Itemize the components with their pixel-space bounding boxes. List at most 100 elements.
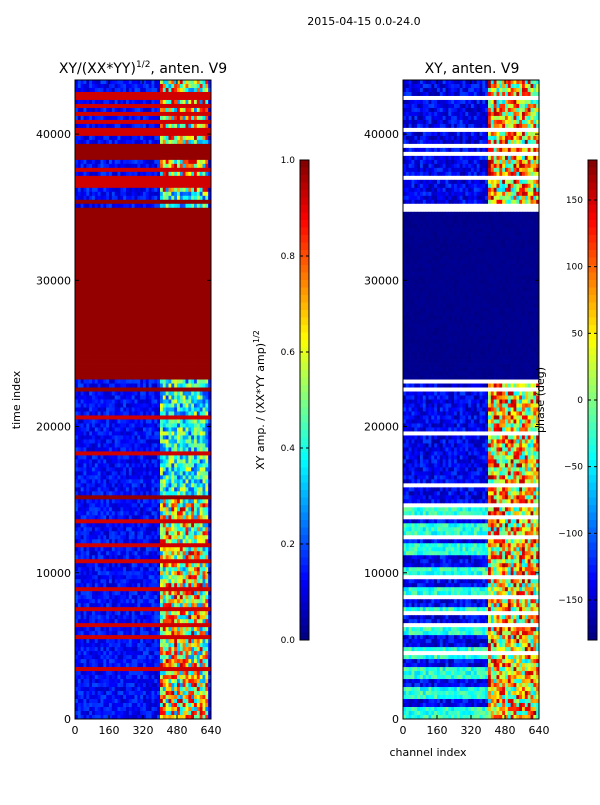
heatmap-cell xyxy=(140,367,144,372)
heatmap-cell xyxy=(123,439,127,444)
heatmap-cell xyxy=(131,339,135,344)
heatmap-cell xyxy=(182,435,186,440)
heatmap-cell xyxy=(97,279,101,285)
heatmap-cell xyxy=(157,227,161,233)
heatmap-cell xyxy=(185,307,189,313)
heatmap-cell xyxy=(177,139,181,145)
heatmap-cell xyxy=(148,355,152,360)
heatmap-cell xyxy=(148,487,152,492)
heatmap-cell xyxy=(137,443,141,448)
heatmap-cell xyxy=(83,159,87,165)
heatmap-cell xyxy=(111,247,116,253)
heatmap-cell xyxy=(137,351,141,356)
heatmap-cell xyxy=(114,123,118,129)
heatmap-cell xyxy=(196,343,201,348)
heatmap-cell xyxy=(202,443,206,448)
heatmap-cell xyxy=(199,375,203,380)
heatmap-cell xyxy=(140,375,144,380)
heatmap-cell xyxy=(174,267,178,273)
heatmap-cell xyxy=(100,443,104,448)
heatmap-cell xyxy=(83,311,87,317)
heatmap-cell xyxy=(145,491,150,496)
heatmap-cell xyxy=(137,91,141,97)
heatmap-cell xyxy=(182,111,186,117)
heatmap-cell xyxy=(89,491,93,496)
heatmap-cell xyxy=(128,231,133,237)
heatmap-cell xyxy=(80,287,84,293)
heatmap-cell xyxy=(196,119,201,125)
heatmap-cell xyxy=(208,227,212,233)
heatmap-cell xyxy=(77,127,82,133)
heatmap-cell xyxy=(100,151,104,157)
heatmap-cell xyxy=(123,155,127,161)
heatmap-cell xyxy=(97,483,101,488)
heatmap-cell xyxy=(151,195,155,201)
heatmap-cell xyxy=(165,103,169,109)
heatmap-cell xyxy=(111,287,116,293)
heatmap-cell xyxy=(92,159,96,165)
heatmap-cell xyxy=(174,187,178,193)
heatmap-cell xyxy=(140,483,144,488)
heatmap-cell xyxy=(196,351,201,356)
heatmap-cell xyxy=(185,411,189,416)
heatmap-cell xyxy=(171,319,175,325)
heatmap-cell xyxy=(75,355,79,360)
heatmap-cell xyxy=(117,427,121,432)
heatmap-cell xyxy=(151,287,155,293)
heatmap-cell xyxy=(182,271,186,277)
heatmap-cell xyxy=(171,275,175,281)
heatmap-cell xyxy=(126,159,130,165)
heatmap-cell xyxy=(148,395,152,400)
heatmap-cell xyxy=(83,343,87,348)
heatmap-cell xyxy=(185,463,189,468)
heatmap-cell xyxy=(80,379,84,384)
heatmap-cell xyxy=(145,163,150,169)
heatmap-cell xyxy=(188,147,192,153)
heatmap-cell xyxy=(171,343,175,348)
heatmap-cell xyxy=(162,395,167,400)
heatmap-cell xyxy=(97,243,101,249)
heatmap-cell xyxy=(182,475,186,480)
heatmap-cell xyxy=(185,331,189,336)
heatmap-cell xyxy=(160,339,164,344)
heatmap-cell xyxy=(179,91,184,97)
heatmap-cell xyxy=(126,91,130,97)
heatmap-cell xyxy=(111,443,116,448)
heatmap-cell xyxy=(120,423,124,428)
heatmap-cell xyxy=(131,375,135,380)
heatmap-cell xyxy=(92,467,96,472)
heatmap-cell xyxy=(151,239,155,245)
heatmap-cell xyxy=(114,139,118,145)
heatmap-cell xyxy=(100,395,104,400)
heatmap-cell xyxy=(205,187,209,193)
heatmap-cell xyxy=(179,423,184,428)
heatmap-cell xyxy=(114,119,118,125)
heatmap-cell xyxy=(196,411,201,416)
heatmap-cell xyxy=(75,107,79,113)
heatmap-cell xyxy=(185,391,189,396)
heatmap-cell xyxy=(143,359,147,364)
heatmap-cell xyxy=(179,275,184,281)
heatmap-cell xyxy=(94,263,99,269)
heatmap-cell xyxy=(151,447,155,452)
heatmap-cell xyxy=(137,211,141,217)
heatmap-cell xyxy=(157,83,161,89)
heatmap-cell xyxy=(114,459,118,464)
heatmap-cell xyxy=(80,187,84,193)
heatmap-cell xyxy=(143,363,147,368)
heatmap-cell xyxy=(148,151,152,157)
heatmap-cell xyxy=(185,107,189,113)
heatmap-cell xyxy=(202,255,206,261)
heatmap-cell xyxy=(145,251,150,257)
heatmap-cell xyxy=(117,247,121,253)
heatmap-cell xyxy=(100,483,104,488)
heatmap-cell xyxy=(94,119,99,125)
heatmap-cell xyxy=(191,343,195,348)
heatmap-cell xyxy=(140,163,144,169)
heatmap-cell xyxy=(77,411,82,416)
heatmap-cell xyxy=(205,355,209,360)
heatmap-cell xyxy=(80,143,84,149)
heatmap-cell xyxy=(202,403,206,408)
heatmap-cell xyxy=(94,155,99,161)
heatmap-cell xyxy=(126,395,130,400)
